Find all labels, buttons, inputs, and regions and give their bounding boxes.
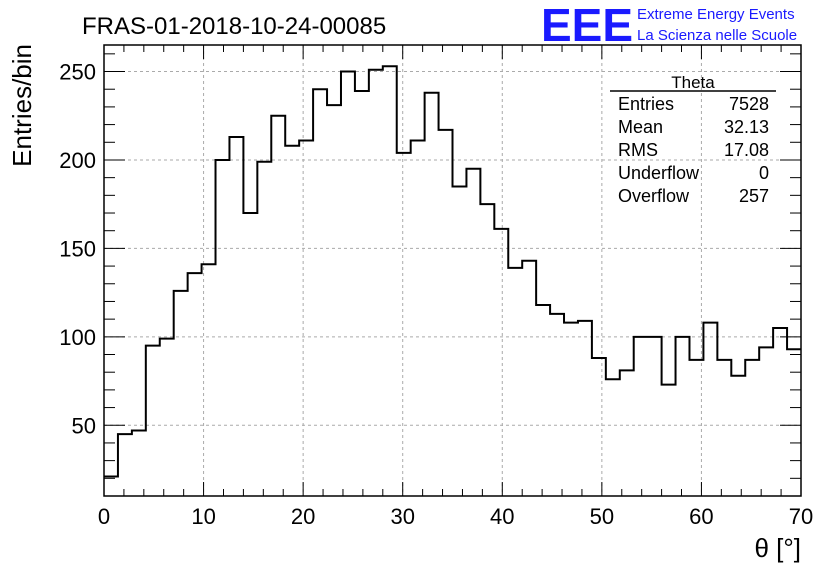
y-tick-label: 150 xyxy=(59,236,96,261)
x-tick-label: 60 xyxy=(689,504,713,529)
histogram-series xyxy=(104,65,801,478)
stats-label: RMS xyxy=(618,140,658,160)
plot-frame xyxy=(103,44,802,497)
x-tick-label: 20 xyxy=(291,504,315,529)
stats-label: Underflow xyxy=(618,163,700,183)
stats-value: 0 xyxy=(759,163,769,183)
y-tick-label: 250 xyxy=(59,60,96,85)
stats-label: Entries xyxy=(618,94,674,114)
tick-labels: 0 10 20 30 40 50 60 70 50 100 150 200 250 xyxy=(59,60,813,529)
axis-ticks xyxy=(103,45,802,497)
stats-value: 17.08 xyxy=(724,140,769,160)
eee-logo: EEE Extreme Energy Events La Scienza nel… xyxy=(541,0,797,51)
stats-label: Mean xyxy=(618,117,663,137)
stats-value: 257 xyxy=(739,186,769,206)
y-tick-label: 50 xyxy=(72,413,96,438)
stats-value: 7528 xyxy=(729,94,769,114)
logo-line-2: La Scienza nelle Scuole xyxy=(637,27,797,44)
x-axis-label: θ [°] xyxy=(754,533,801,563)
stats-box: Theta Entries 7528 Mean 32.13 RMS 17.08 Underf… xyxy=(610,73,776,206)
x-tick-label: 70 xyxy=(789,504,813,529)
logo-line-1: Extreme Energy Events xyxy=(637,6,795,23)
x-tick-label: 50 xyxy=(590,504,614,529)
grid-lines xyxy=(104,45,801,496)
stats-value: 32.13 xyxy=(724,117,769,137)
y-axis-label: Entries/bin xyxy=(7,44,37,167)
x-tick-label: 40 xyxy=(490,504,514,529)
stats-label: Overflow xyxy=(618,186,690,206)
x-tick-label: 0 xyxy=(98,504,110,529)
logo-mark: EEE xyxy=(541,0,633,51)
x-tick-label: 30 xyxy=(390,504,414,529)
chart-title: FRAS-01-2018-10-24-00085 xyxy=(82,13,386,40)
y-tick-label: 200 xyxy=(59,148,96,173)
y-tick-label: 100 xyxy=(59,325,96,350)
stats-title: Theta xyxy=(671,73,715,92)
x-tick-label: 10 xyxy=(191,504,215,529)
